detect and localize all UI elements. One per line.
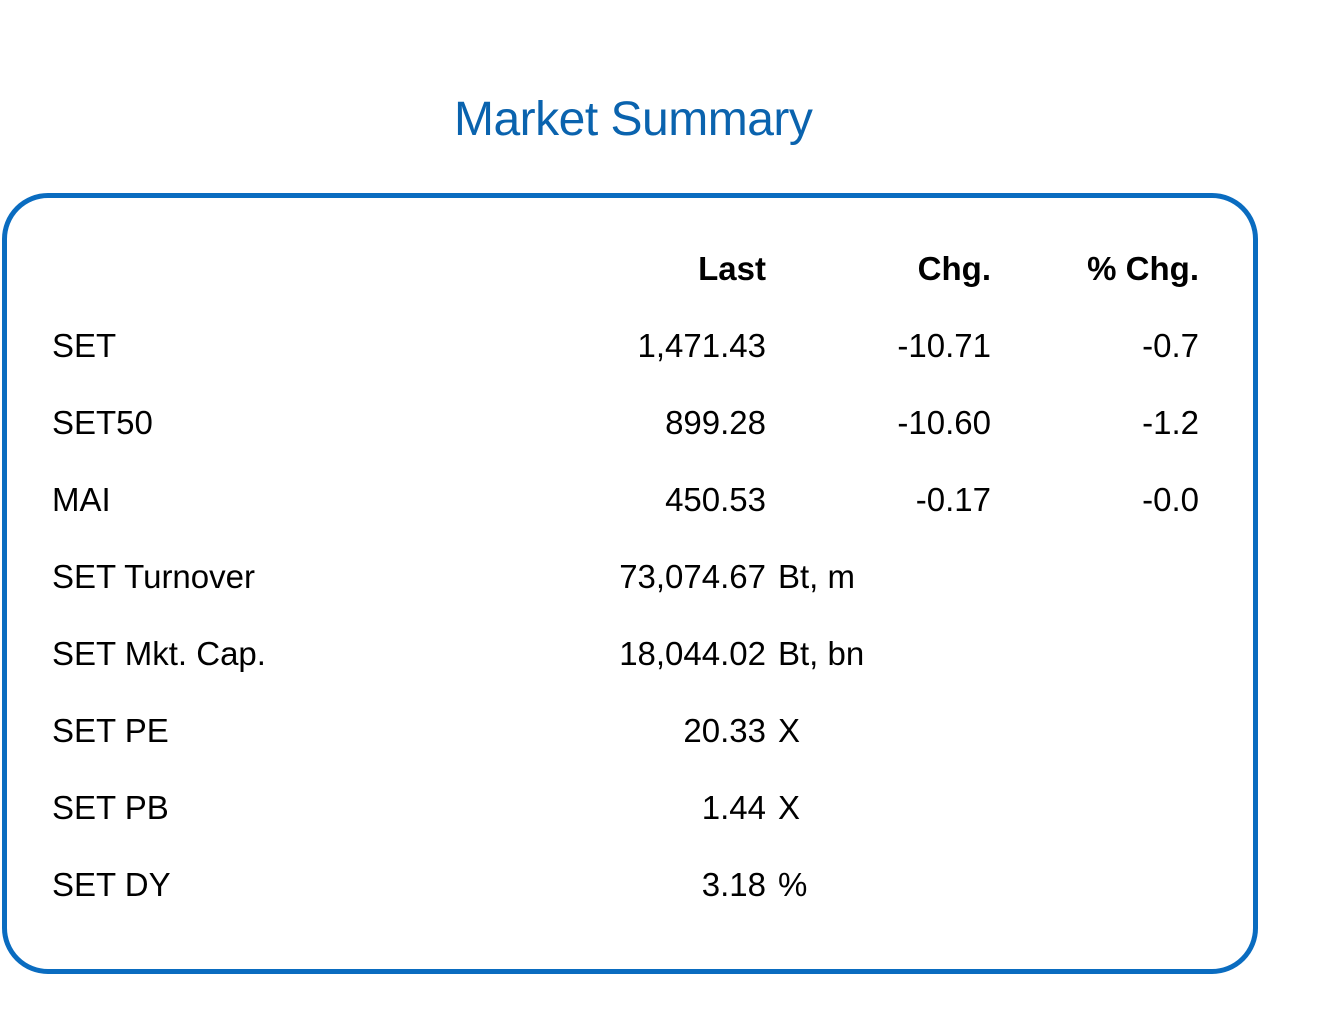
row-label: SET PB [52,789,169,826]
row-label: SET50 [52,404,153,441]
row-label: SET DY [52,866,171,903]
row-label: SET Mkt. Cap. [52,635,266,672]
row-last-value: 18,044.02 [619,635,766,672]
column-header-pct-chg: % Chg. [1087,250,1199,287]
row-label: SET PE [52,712,169,749]
column-header-chg: Chg. [917,250,991,287]
row-chg-value: -0.17 [915,481,991,518]
row-unit: Bt, m [778,558,856,595]
row-last-value: 450.53 [665,481,766,518]
row-last-value: 1.44 [701,789,766,826]
row-pct-chg-value: -0.7 [1142,327,1199,364]
row-unit: Bt, bn [778,635,865,672]
row-last-value: 3.18 [701,866,766,903]
row-last-value: 1,471.43 [637,327,766,364]
column-header-last: Last [698,250,766,287]
row-label: SET [52,327,117,364]
row-label: SET Turnover [52,558,255,595]
row-label: MAI [52,481,111,518]
row-last-value: 73,074.67 [619,558,766,595]
summary-panel [2,193,1258,974]
row-pct-chg-value: -0.0 [1142,481,1199,518]
row-unit: X [778,712,801,749]
row-chg-value: -10.71 [897,327,991,364]
row-last-value: 899.28 [665,404,766,441]
row-unit: X [778,789,801,826]
row-pct-chg-value: -1.2 [1142,404,1199,441]
row-unit: % [778,866,808,903]
row-last-value: 20.33 [683,712,766,749]
row-chg-value: -10.60 [897,404,991,441]
page-title: Market Summary [454,93,813,146]
